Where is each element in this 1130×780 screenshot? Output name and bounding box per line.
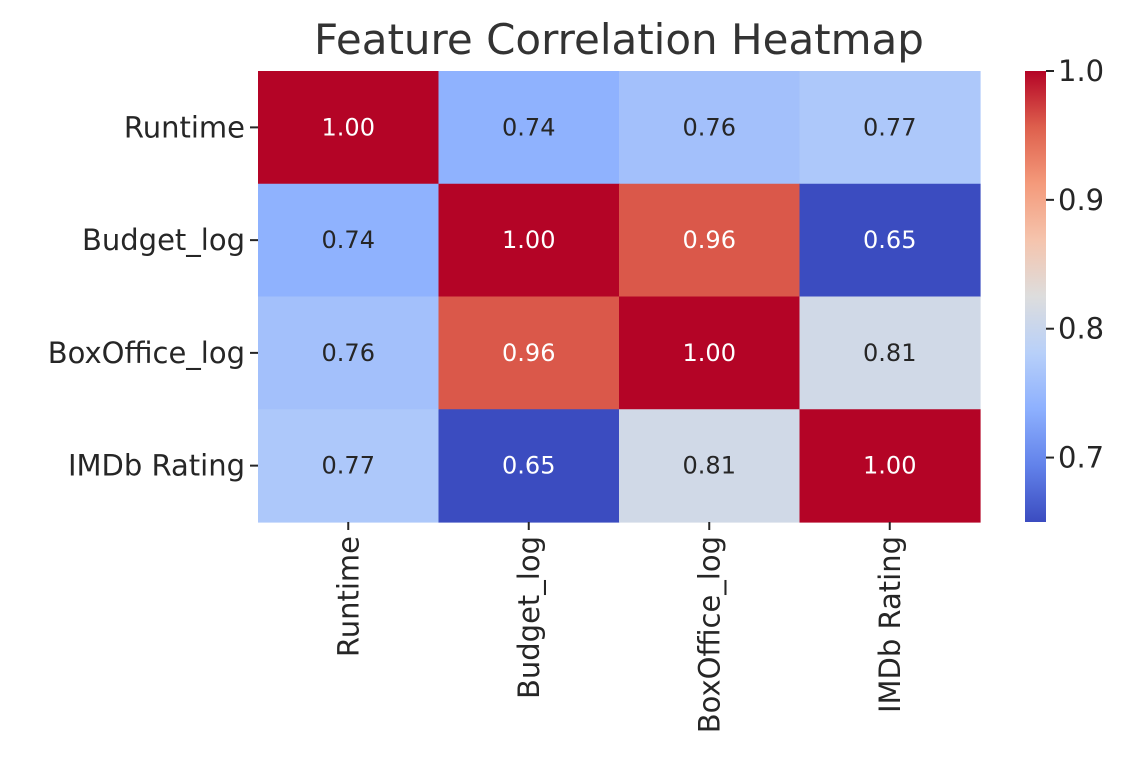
heatmap-cell [258,183,440,298]
heatmap-cell [799,296,981,410]
chart-title: Feature Correlation Heatmap [314,15,924,64]
colorbar-tick-label: 0.7 [1058,441,1104,475]
cell-value-label: 0.77 [322,452,375,480]
heatmap-cell [438,71,620,185]
y-tick-label: Budget_log [82,223,245,257]
cell-value-label: 0.81 [863,339,916,367]
heatmap-cell [619,296,801,410]
cell-value-label: 0.81 [683,452,736,480]
heatmap-cell [799,409,981,523]
cell-value-label: 0.77 [863,113,916,141]
heatmap-cell [438,296,620,410]
cell-value-label: 0.65 [502,452,555,480]
y-tick-label: Runtime [124,110,245,144]
cell-value-label: 1.00 [502,226,555,254]
heatmap-cell [258,71,440,185]
cell-value-label: 1.00 [322,113,375,141]
cell-value-label: 0.65 [863,226,916,254]
cell-value-label: 0.76 [683,113,736,141]
colorbar-tick-label: 0.9 [1058,183,1104,217]
heatmap-cell [619,183,801,298]
y-axis-tick-labels: Runtime Budget_log BoxOffice_log IMDb Ratin… [48,110,258,483]
cell-value-label: 0.96 [502,339,555,367]
cell-value-label: 1.00 [863,452,916,480]
heatmap-cell [438,409,620,523]
cell-value-label: 0.76 [322,339,375,367]
x-tick-label: Runtime [331,536,365,657]
colorbar-gradient [1025,71,1046,522]
x-axis-tick-labels: Runtime Budget_log BoxOffice_log IMDb Ratin… [331,522,907,733]
colorbar-tick-label: 1.0 [1058,54,1104,88]
heatmap-cell [619,409,801,523]
heatmap-cell [258,296,440,410]
heatmap-cell [258,409,440,523]
x-tick-label: IMDb Rating [873,536,907,713]
x-tick-label: Budget_log [512,536,546,699]
heatmap-cell [799,183,981,298]
heatmap-cell [799,71,981,185]
cell-value-label: 1.00 [683,339,736,367]
y-tick-label: BoxOffice_log [48,336,245,370]
colorbar-tick-label: 0.8 [1058,312,1104,346]
cell-value-label: 0.96 [683,226,736,254]
cell-value-label: 0.74 [322,226,375,254]
y-tick-label: IMDb Rating [68,449,245,483]
heatmap-cells: 1.00 0.74 0.76 0.77 0.74 1.00 0.96 0.65 0.76 0.96… [258,71,981,523]
cell-value-label: 0.74 [502,113,555,141]
x-tick-label: BoxOffice_log [692,536,726,733]
heatmap-cell [619,71,801,185]
heatmap-cell [438,183,620,298]
colorbar: 0.7 0.8 0.9 1.0 [1025,54,1104,522]
